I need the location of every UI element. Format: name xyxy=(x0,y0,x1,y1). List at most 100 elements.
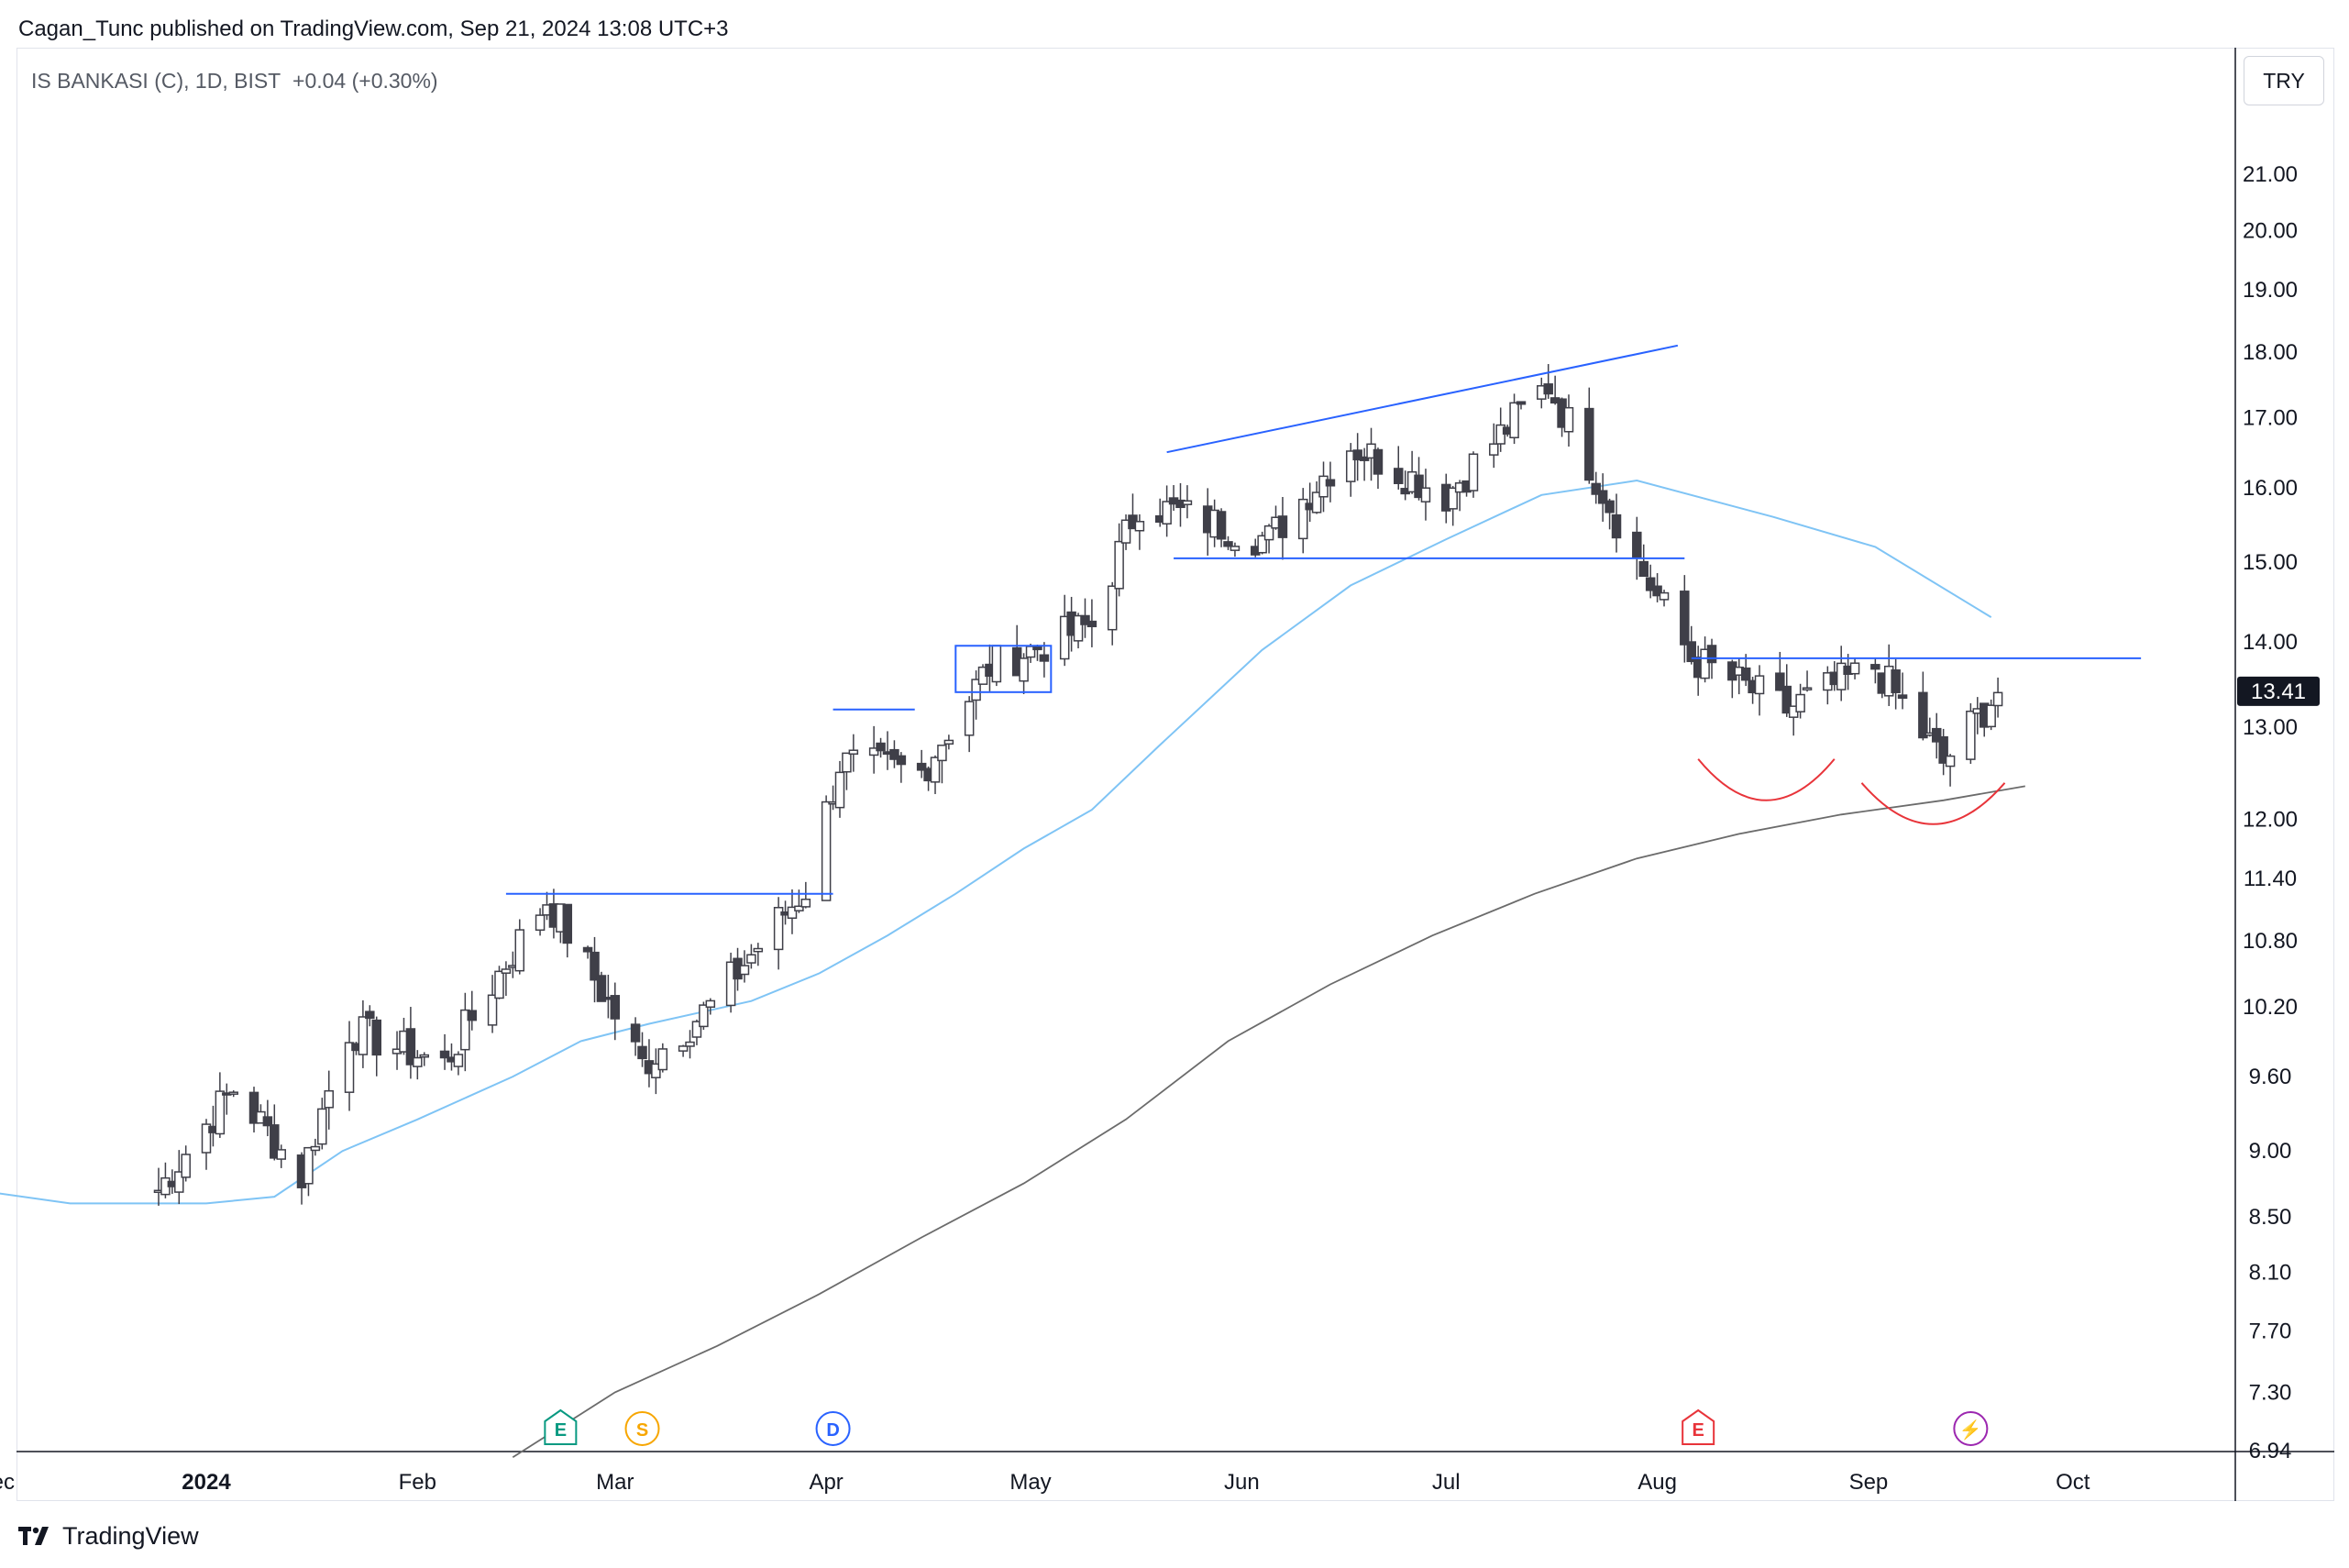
candle-body xyxy=(868,747,879,756)
candle xyxy=(1059,594,1070,667)
candle xyxy=(834,760,845,818)
last-price-badge xyxy=(2237,676,2320,706)
candle xyxy=(1352,433,1362,481)
price-tick-label: 15.00 xyxy=(2243,550,2298,575)
candle xyxy=(1543,364,1553,399)
event-S-icon[interactable]: S xyxy=(624,1411,660,1446)
candle-body xyxy=(1134,521,1145,532)
arc-right xyxy=(1860,782,2006,825)
price-tick-label: 8.10 xyxy=(2249,1261,2292,1286)
candle-body xyxy=(405,1028,416,1066)
price-tick-label: 9.60 xyxy=(2249,1065,2292,1089)
candle-body xyxy=(1086,620,1097,628)
candle xyxy=(1870,658,1880,684)
candle xyxy=(937,745,947,784)
price-tick-label: 6.94 xyxy=(2249,1439,2292,1463)
event-shape xyxy=(624,1411,660,1446)
candle-body xyxy=(1543,383,1553,395)
candle-body xyxy=(1414,474,1424,499)
symbol-legend[interactable]: IS BANKASI (C), 1D, BIST +0.04 (+0.30%) xyxy=(31,69,438,94)
candle-body xyxy=(1836,662,1847,690)
candle-body xyxy=(582,946,593,953)
candle xyxy=(439,1033,450,1070)
candle-body xyxy=(1263,525,1274,541)
candle xyxy=(1257,531,1267,555)
candle xyxy=(358,999,369,1068)
currency-button[interactable]: TRY xyxy=(2244,56,2324,105)
candle xyxy=(1516,401,1527,410)
candle-body xyxy=(494,970,504,999)
candle-body xyxy=(1216,511,1227,540)
candle xyxy=(303,1146,314,1197)
symbol-name: IS BANKASI (C), 1D, BIST xyxy=(31,69,281,93)
candle xyxy=(215,1072,226,1138)
candle xyxy=(1945,754,1956,787)
event-D-icon[interactable]: D xyxy=(815,1411,851,1446)
candle xyxy=(1638,544,1649,578)
candle-body xyxy=(317,1108,327,1145)
candle xyxy=(1182,485,1193,519)
candle-body xyxy=(535,914,546,932)
candle xyxy=(1591,471,1601,504)
tradingview-brand[interactable]: TradingView xyxy=(18,1522,199,1551)
candle-body xyxy=(848,749,859,756)
drawing-wedge-top xyxy=(1166,344,1679,454)
candle-body xyxy=(174,1171,184,1193)
candle-body xyxy=(1019,657,1029,682)
candle xyxy=(1263,524,1274,554)
candle-body xyxy=(1775,672,1785,691)
candle xyxy=(1509,393,1519,445)
candle-body xyxy=(971,679,981,701)
chart-frame xyxy=(17,48,2334,1501)
candle-body xyxy=(842,752,852,773)
candle xyxy=(467,990,478,1031)
candle-body xyxy=(1754,675,1765,695)
candle xyxy=(964,696,975,753)
candle-body xyxy=(1645,577,1656,591)
candle xyxy=(1420,469,1431,521)
candle-body xyxy=(699,1004,709,1028)
candle xyxy=(1394,446,1404,490)
candle xyxy=(262,1099,273,1137)
candle xyxy=(1080,598,1090,638)
candle xyxy=(1849,657,1860,679)
price-tick-label: 16.00 xyxy=(2243,476,2298,501)
arc-left xyxy=(1697,758,1836,801)
candle xyxy=(889,740,899,768)
candle-body xyxy=(1700,648,1710,679)
candle xyxy=(1754,665,1765,716)
candle-body xyxy=(1318,475,1329,498)
candle-body xyxy=(916,762,927,771)
candle-body xyxy=(596,975,607,1002)
candle xyxy=(324,1070,334,1130)
candle-body xyxy=(937,745,947,762)
candle-body xyxy=(685,1041,695,1047)
candle xyxy=(725,952,736,1013)
candle xyxy=(181,1145,191,1182)
candle xyxy=(753,943,764,966)
candle xyxy=(705,998,716,1015)
time-tick-label: Jun xyxy=(1224,1470,1260,1495)
event-E-icon[interactable]: E xyxy=(1682,1408,1715,1445)
candle xyxy=(1230,542,1241,558)
event-flash-icon[interactable]: ⚡ xyxy=(1953,1411,1989,1446)
candle-body xyxy=(1073,614,1084,642)
candle-body xyxy=(215,1090,226,1135)
candle-body xyxy=(1223,541,1233,547)
event-E-icon[interactable]: E xyxy=(544,1408,578,1445)
candle-body xyxy=(876,742,886,752)
candle xyxy=(419,1052,430,1066)
candle-body xyxy=(1352,449,1362,461)
candle-body xyxy=(1325,479,1336,487)
candle-body xyxy=(1992,691,2003,707)
candle xyxy=(773,897,784,970)
event-shape xyxy=(815,1411,851,1446)
candle xyxy=(1223,536,1233,550)
candle-body xyxy=(678,1045,689,1052)
candle xyxy=(174,1150,184,1205)
candle-body xyxy=(725,961,736,1007)
candle xyxy=(1039,642,1050,678)
candle-body xyxy=(1870,664,1880,670)
candle-body xyxy=(1652,585,1662,597)
